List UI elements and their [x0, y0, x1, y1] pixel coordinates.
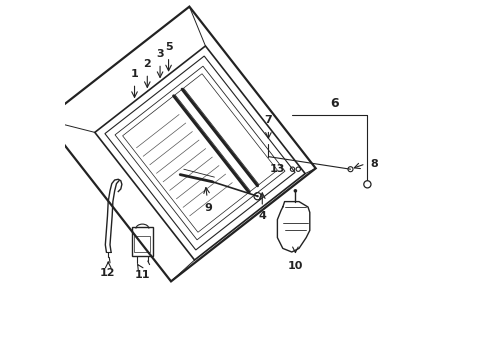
Circle shape — [294, 189, 297, 193]
Text: 9: 9 — [204, 203, 212, 213]
Text: 2: 2 — [144, 59, 151, 69]
Text: 3: 3 — [156, 49, 164, 59]
Bar — [132, 227, 153, 256]
Text: 7: 7 — [265, 115, 272, 125]
Text: 4: 4 — [258, 211, 266, 221]
Text: 8: 8 — [370, 159, 378, 169]
Text: 1: 1 — [131, 69, 138, 79]
Text: 5: 5 — [165, 42, 172, 53]
Text: 6: 6 — [331, 97, 339, 110]
Text: 10: 10 — [288, 261, 303, 271]
Text: 13: 13 — [269, 164, 285, 174]
Circle shape — [257, 195, 259, 197]
Text: 11: 11 — [135, 270, 150, 280]
Bar — [134, 236, 150, 252]
Text: 12: 12 — [100, 268, 115, 278]
